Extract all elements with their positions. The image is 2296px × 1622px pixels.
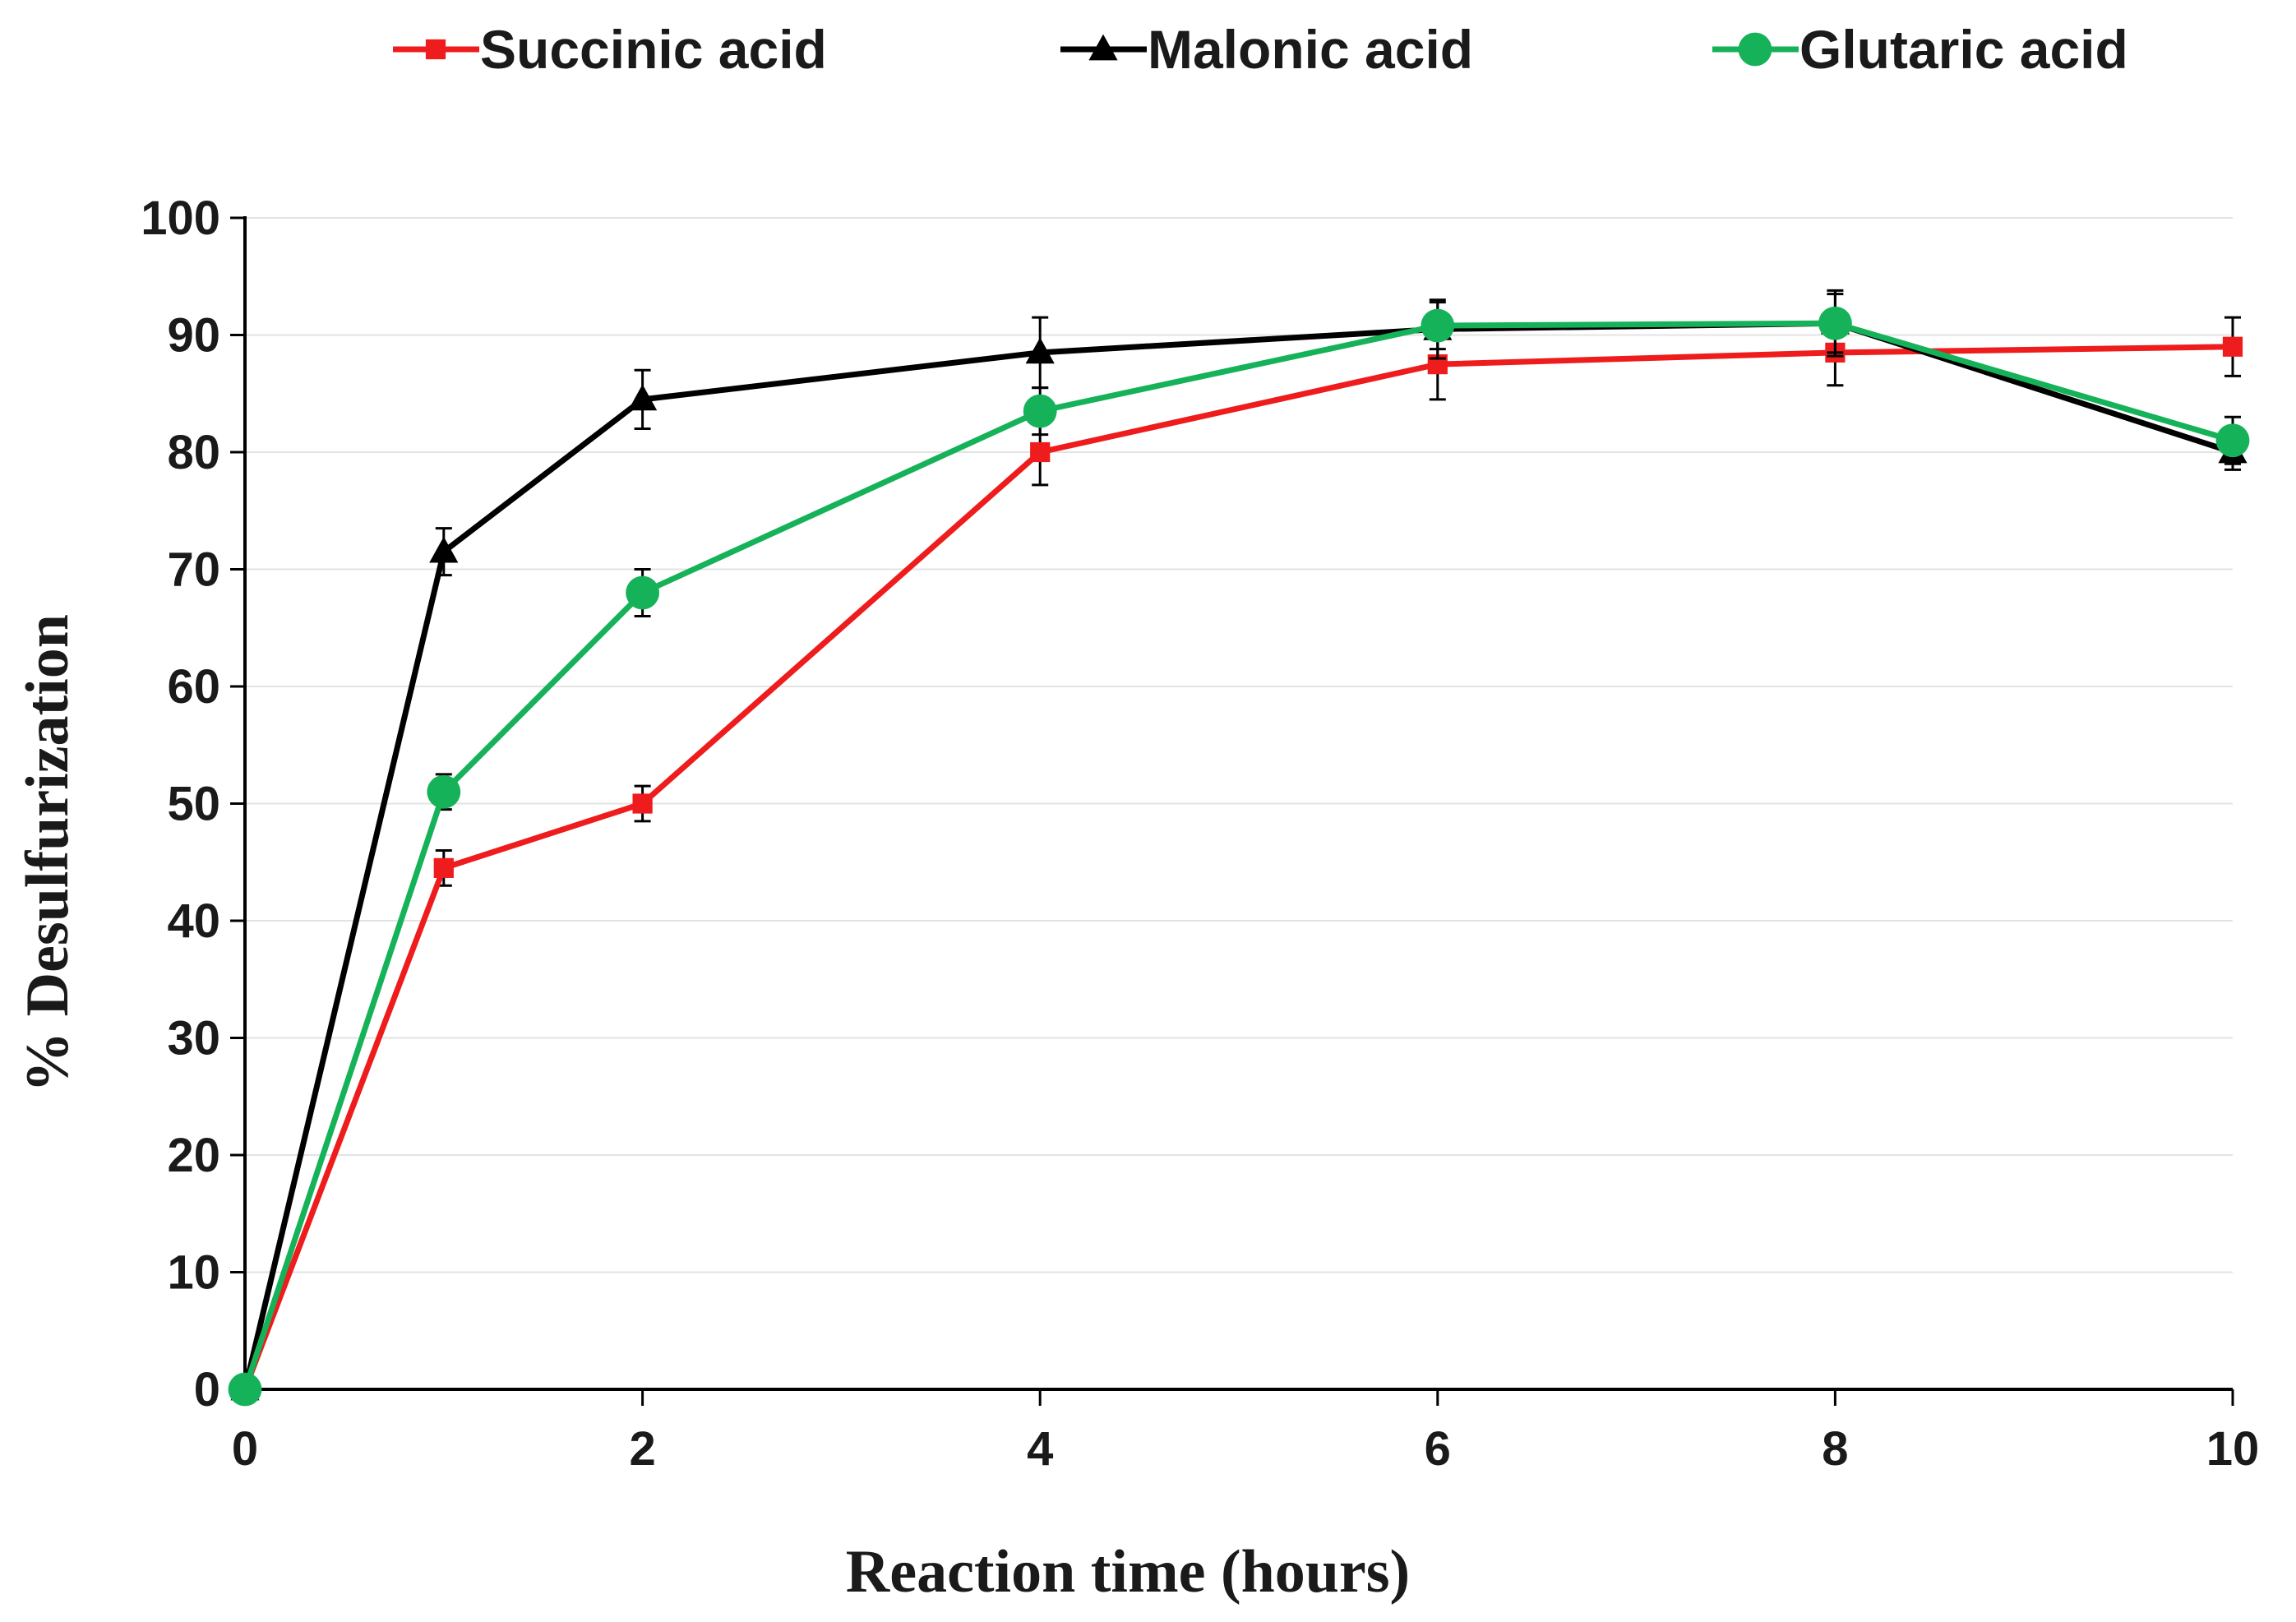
series-glutaric-acid (228, 293, 2250, 1407)
x-axis-title: Reaction time (hours) (846, 1538, 1410, 1606)
y-tick-label: 90 (167, 309, 220, 363)
series-line (242, 320, 2234, 1391)
data-point (1421, 308, 1455, 343)
data-series (228, 289, 2250, 1407)
y-tick-label: 50 (167, 778, 220, 831)
legend-item: Glutaric acid (1712, 19, 2128, 80)
data-point (1738, 32, 1772, 67)
y-axis-title: % Desulfurization (14, 614, 81, 1093)
data-point (1025, 337, 1055, 364)
y-tick-label: 60 (167, 660, 220, 714)
data-point (632, 793, 653, 814)
legend: Succinic acid Malonic acid Glutaric acid (393, 19, 2128, 80)
x-tick-label: 8 (1822, 1422, 1848, 1476)
data-point (1088, 34, 1118, 61)
x-tick-label: 10 (2206, 1422, 2260, 1476)
x-tick-label: 6 (1425, 1422, 1451, 1476)
axes (230, 216, 2234, 1406)
data-point (626, 575, 659, 610)
legend-item: Malonic acid (1060, 19, 1473, 80)
series-line (242, 320, 2234, 1390)
series-malonic-acid (230, 289, 2247, 1401)
y-tick-label: 10 (167, 1246, 220, 1300)
tick-labels: 0 10 20 30 40 50 60 70 80 90 100 0 2 4 6 8 10 (141, 192, 2259, 1476)
y-tick-label: 70 (167, 543, 220, 597)
y-tick-label: 30 (167, 1012, 220, 1065)
data-point (425, 39, 446, 60)
legend-label: Succinic acid (480, 19, 827, 80)
data-point (628, 384, 658, 411)
data-point (228, 1372, 262, 1407)
data-point (433, 857, 454, 878)
data-point (429, 536, 459, 563)
data-point (1818, 306, 1852, 340)
data-point (2215, 423, 2250, 458)
data-point (427, 774, 461, 809)
data-point (1023, 394, 1057, 428)
series-line (242, 344, 2234, 1391)
data-point (1030, 441, 1051, 463)
y-tick-label: 80 (167, 426, 220, 479)
y-tick-label: 20 (167, 1129, 220, 1182)
y-tick-label: 100 (141, 192, 220, 245)
y-tick-label: 0 (194, 1363, 220, 1416)
legend-label: Glutaric acid (1799, 19, 2128, 80)
data-point (2222, 336, 2243, 357)
x-tick-label: 0 (232, 1422, 258, 1476)
gridlines (245, 217, 2233, 1273)
legend-item: Succinic acid (393, 19, 827, 80)
x-tick-label: 4 (1027, 1422, 1053, 1476)
x-tick-label: 2 (629, 1422, 655, 1476)
legend-label: Malonic acid (1148, 19, 1473, 80)
y-tick-label: 40 (167, 894, 220, 948)
